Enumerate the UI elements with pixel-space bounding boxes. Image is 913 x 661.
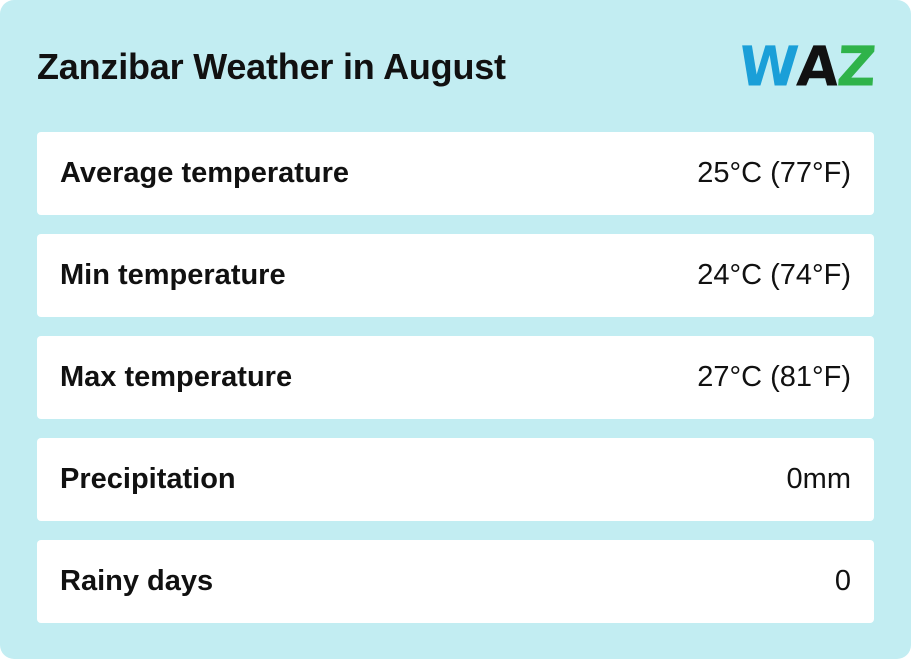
logo-letter-z: Z <box>834 34 877 99</box>
stat-label: Max temperature <box>60 361 293 393</box>
stat-value: 25°C (77°F) <box>697 157 851 189</box>
stat-label: Rainy days <box>60 565 214 597</box>
stat-label: Precipitation <box>60 463 236 495</box>
stat-value: 27°C (81°F) <box>697 361 851 393</box>
stat-value: 0 <box>834 565 851 597</box>
stat-row-max-temperature: Max temperature 27°C (81°F) <box>37 336 874 419</box>
waz-logo: W A Z <box>737 34 877 99</box>
stat-row-min-temperature: Min temperature 24°C (74°F) <box>37 234 874 317</box>
logo-letter-w: W <box>737 34 800 99</box>
stat-value: 24°C (74°F) <box>697 259 851 291</box>
stat-label: Min temperature <box>60 259 286 291</box>
stat-value: 0mm <box>786 463 851 495</box>
logo-letter-a: A <box>794 34 840 99</box>
stat-row-rainy-days: Rainy days 0 <box>37 540 874 623</box>
stat-label: Average temperature <box>60 157 350 189</box>
stat-row-average-temperature: Average temperature 25°C (77°F) <box>37 132 874 215</box>
card-header: Zanzibar Weather in August W A Z <box>37 34 877 100</box>
weather-stats-list: Average temperature 25°C (77°F) Min temp… <box>37 132 874 642</box>
page-title: Zanzibar Weather in August <box>37 46 506 87</box>
stat-row-precipitation: Precipitation 0mm <box>37 438 874 521</box>
